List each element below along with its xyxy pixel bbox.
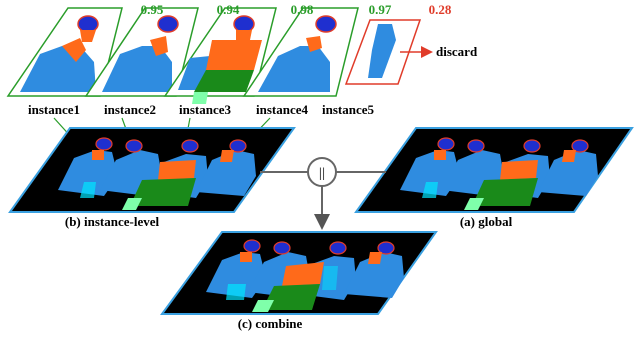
instance-score-3: 0.98 bbox=[291, 2, 314, 17]
panel-label-instance-level: (b) instance-level bbox=[65, 214, 160, 229]
panel-combine bbox=[160, 231, 438, 315]
instance-label-2: instance2 bbox=[104, 102, 156, 117]
instance-score-4: 0.97 bbox=[369, 2, 392, 17]
instance-crop-5 bbox=[344, 19, 422, 85]
instance-crop-3 bbox=[163, 7, 277, 104]
panel-global bbox=[354, 127, 634, 213]
instance-label-1: instance1 bbox=[28, 102, 80, 117]
concat-operator-symbol: || bbox=[319, 166, 325, 181]
instance-label-3: instance3 bbox=[179, 102, 232, 117]
instance-crop-4 bbox=[242, 7, 359, 97]
instance-label-5: instance5 bbox=[322, 102, 375, 117]
instance-crop-1 bbox=[6, 7, 123, 97]
instance-score-2: 0.94 bbox=[217, 2, 240, 17]
instance-score-5: 0.28 bbox=[429, 2, 452, 17]
panel-label-global: (a) global bbox=[460, 214, 513, 229]
panel-instance-level bbox=[8, 127, 296, 213]
instance-score-1: 0.95 bbox=[141, 2, 164, 17]
instance-label-4: instance4 bbox=[256, 102, 309, 117]
instance-crop-2 bbox=[84, 7, 199, 97]
panel-label-combine: (c) combine bbox=[238, 316, 303, 331]
discard-label: discard bbox=[436, 44, 478, 59]
